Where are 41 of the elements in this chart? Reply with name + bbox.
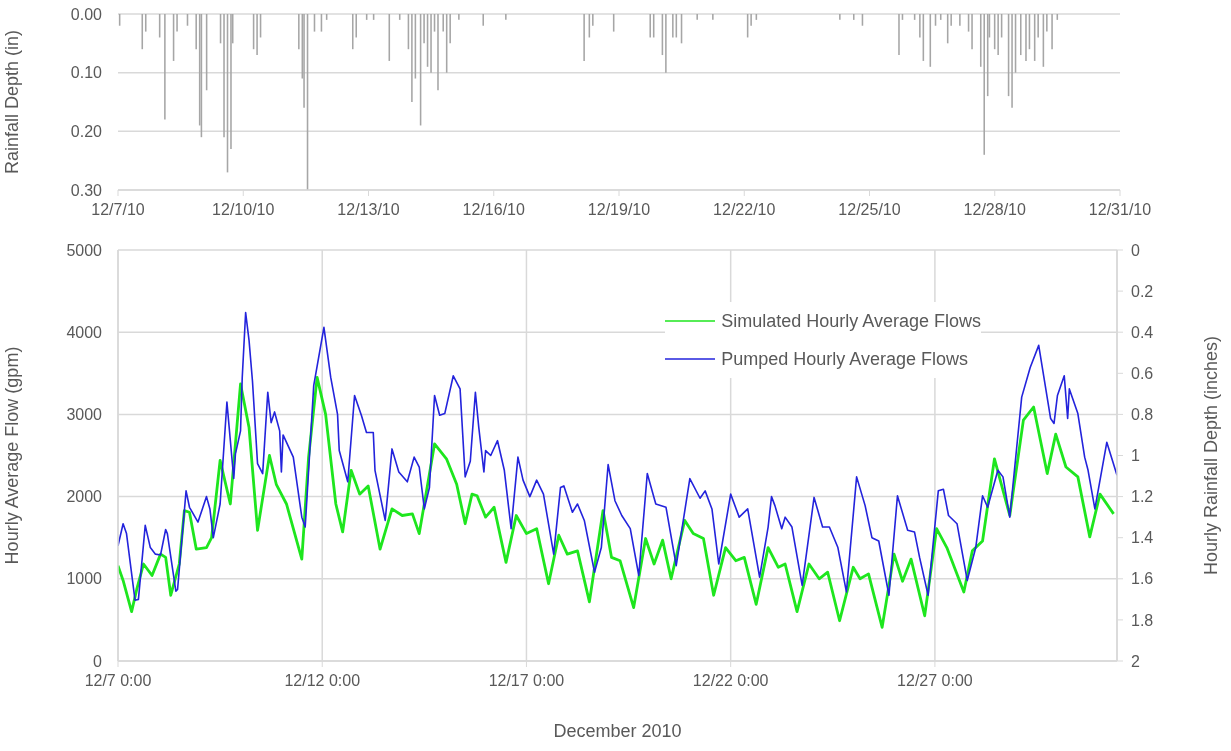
y-tick-label: 0.20 <box>70 123 103 141</box>
y-tick-label: 0.00 <box>70 5 103 23</box>
x-tick-label: 12/7 0:00 <box>84 672 152 690</box>
x-tick-label: 12/27 0:00 <box>897 672 973 690</box>
y-tick-label: 3000 <box>66 406 103 424</box>
x-tick-label: 12/25/10 <box>838 201 901 219</box>
y2-tick-label: 0.8 <box>1131 406 1154 424</box>
y2-tick-label: 0.4 <box>1131 323 1154 341</box>
y-tick-label: 2000 <box>66 488 103 506</box>
y2-tick-label: 2 <box>1131 652 1140 670</box>
legend-label: Pumped Hourly Average Flows <box>721 348 968 371</box>
y2-tick-label: 1.6 <box>1131 570 1154 588</box>
y-tick-label: 0.10 <box>70 64 103 82</box>
y2-tick-label: 1 <box>1131 447 1140 465</box>
x-tick-label: 12/12 0:00 <box>284 672 361 690</box>
y-tick-label: 0 <box>93 652 103 670</box>
y2-tick-label: 1.8 <box>1131 611 1154 629</box>
x-tick-label: 12/31/10 <box>1088 201 1152 219</box>
y-tick-label: 4000 <box>66 323 103 341</box>
y2-axis-title: Hourly Rainfall Depth (inches) <box>1201 335 1222 576</box>
x-tick-label: 12/13/10 <box>337 201 400 219</box>
x-tick-label: 12/16/10 <box>462 201 525 219</box>
x-tick-label: 12/28/10 <box>963 201 1026 219</box>
x-tick-label: 12/22 0:00 <box>692 672 769 690</box>
y-tick-label: 1000 <box>66 570 103 588</box>
x-tick-label: 12/7/10 <box>91 201 145 219</box>
x-tick-label: 12/10/10 <box>212 201 275 219</box>
y-tick-label: 5000 <box>66 241 103 259</box>
x-tick-label: 12/22/10 <box>713 201 776 219</box>
x-tick-label: 12/17 0:00 <box>488 672 565 690</box>
y-tick-label: 0.30 <box>70 181 103 199</box>
y2-tick-label: 1.2 <box>1131 488 1154 506</box>
y2-tick-label: 1.4 <box>1131 529 1154 547</box>
y2-tick-label: 0 <box>1131 241 1140 259</box>
x-axis-title: December 2010 <box>553 721 682 741</box>
legend-label: Simulated Hourly Average Flows <box>721 310 981 333</box>
y2-tick-label: 0.6 <box>1131 364 1154 382</box>
y-axis-title: Rainfall Depth (in) <box>2 29 23 175</box>
y-axis-title: Hourly Average Flow (gpm) <box>2 346 23 565</box>
x-tick-label: 12/19/10 <box>587 201 651 219</box>
y2-tick-label: 0.2 <box>1131 282 1154 300</box>
